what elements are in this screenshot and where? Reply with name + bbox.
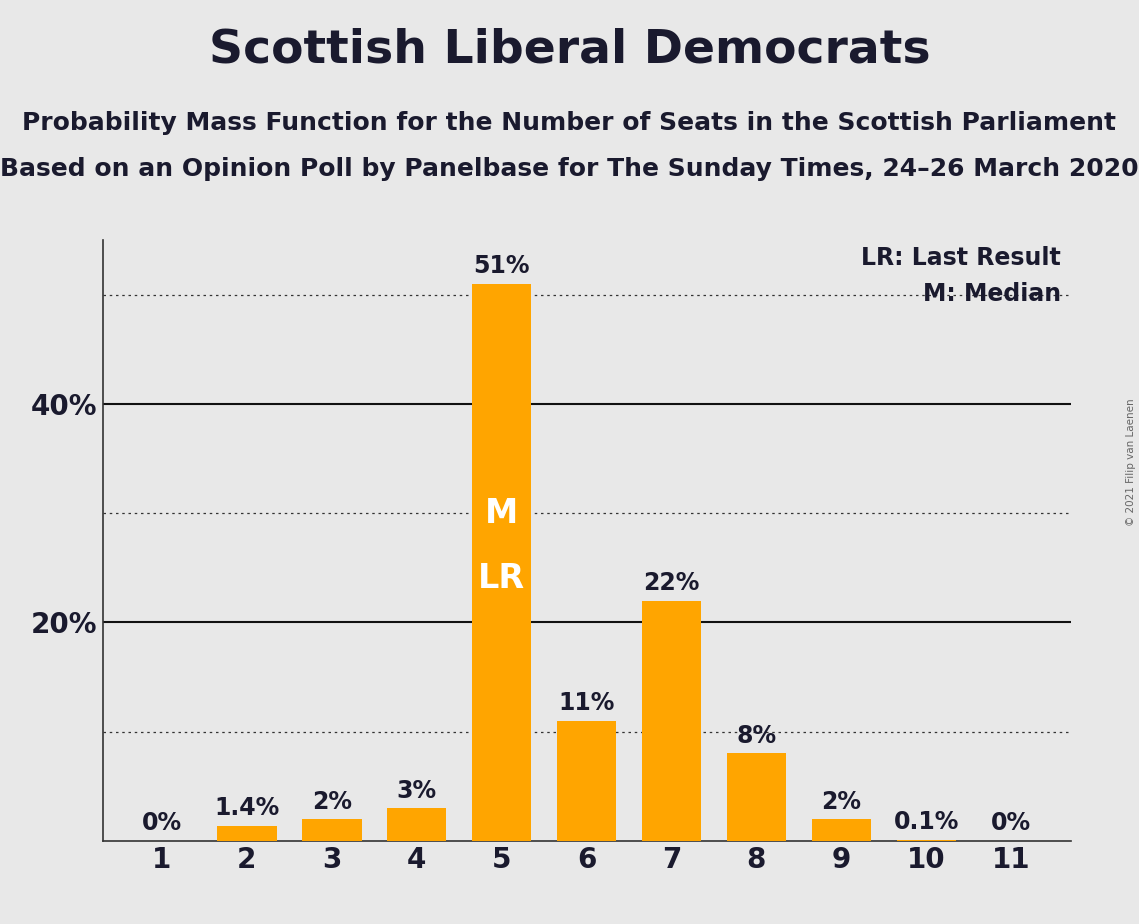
Text: 3%: 3% bbox=[396, 779, 436, 803]
Text: © 2021 Filip van Laenen: © 2021 Filip van Laenen bbox=[1126, 398, 1136, 526]
Text: Probability Mass Function for the Number of Seats in the Scottish Parliament: Probability Mass Function for the Number… bbox=[23, 111, 1116, 135]
Text: 1.4%: 1.4% bbox=[214, 796, 279, 821]
Text: LR: Last Result: LR: Last Result bbox=[861, 246, 1060, 270]
Text: LR: LR bbox=[478, 563, 525, 595]
Text: 8%: 8% bbox=[737, 724, 777, 748]
Bar bbox=[557, 721, 616, 841]
Text: 51%: 51% bbox=[474, 254, 530, 278]
Text: 2%: 2% bbox=[312, 789, 352, 813]
Bar bbox=[387, 808, 446, 841]
Text: Based on an Opinion Poll by Panelbase for The Sunday Times, 24–26 March 2020: Based on an Opinion Poll by Panelbase fo… bbox=[0, 157, 1139, 181]
Bar bbox=[896, 840, 956, 841]
Bar bbox=[641, 601, 702, 841]
Text: M: Median: M: Median bbox=[923, 282, 1060, 306]
Text: M: M bbox=[485, 497, 518, 529]
Text: 22%: 22% bbox=[644, 571, 699, 595]
Bar bbox=[472, 284, 532, 841]
Text: 0%: 0% bbox=[991, 811, 1031, 835]
Bar bbox=[302, 819, 361, 841]
Text: 2%: 2% bbox=[821, 789, 861, 813]
Text: 11%: 11% bbox=[558, 691, 615, 715]
Text: Scottish Liberal Democrats: Scottish Liberal Democrats bbox=[208, 28, 931, 73]
Text: 0%: 0% bbox=[142, 811, 182, 835]
Bar bbox=[727, 753, 786, 841]
Bar bbox=[218, 825, 277, 841]
Text: 0.1%: 0.1% bbox=[894, 810, 959, 834]
Bar bbox=[812, 819, 871, 841]
